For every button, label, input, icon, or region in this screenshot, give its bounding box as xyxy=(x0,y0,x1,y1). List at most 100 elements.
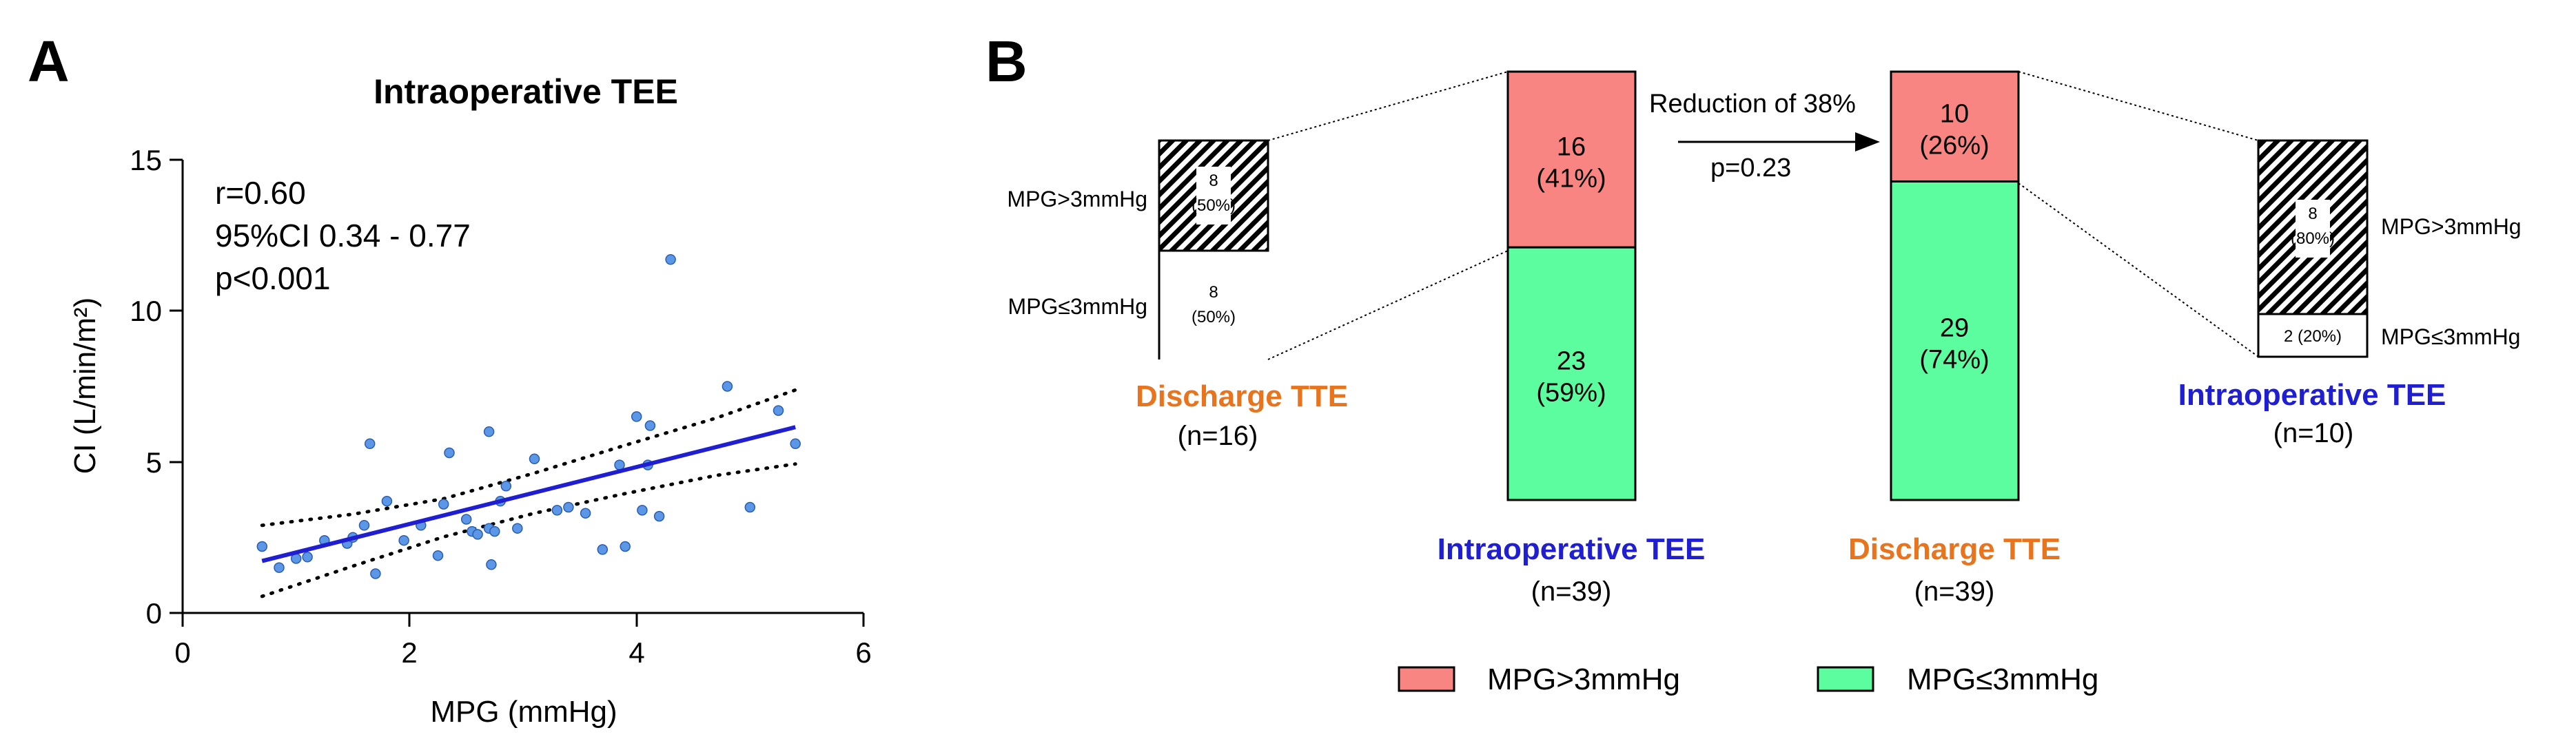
bar-intraop-le3-segment xyxy=(1506,246,1637,501)
x-tick-label: 4 xyxy=(628,636,644,669)
bar-intraop-gt3-segment xyxy=(1506,70,1637,249)
legend: MPG>3mmHg MPG≤3mmHg xyxy=(1398,663,2098,696)
scatter-point xyxy=(302,552,313,563)
x-tick-label: 2 xyxy=(401,636,417,669)
bar-intraop-gt3-count: 16 xyxy=(1557,133,1586,162)
right-inset-label-bg xyxy=(2296,200,2330,258)
scatter-point xyxy=(597,544,609,555)
ci-band-upper xyxy=(260,388,797,528)
left-inset-gt3-pct: (50%) xyxy=(1192,196,1236,215)
reduction-arrow-head xyxy=(1855,132,1880,152)
left-inset: 8 (50%) 8 (50%) MPG>3mmHg MPG≤3mmHg Disc… xyxy=(1007,71,1509,451)
scatter-point xyxy=(637,505,648,516)
scatter-point xyxy=(444,447,455,459)
scatter-point xyxy=(432,550,444,561)
right-inset-leader-top xyxy=(2018,71,2259,141)
left-inset-leader-top xyxy=(1267,71,1509,141)
x-tick-label: 6 xyxy=(855,636,871,669)
scatter-point xyxy=(483,426,495,437)
scatter-point xyxy=(370,568,381,579)
right-inset-gt3-label: MPG>3mmHg xyxy=(2381,214,2522,239)
left-inset-leader-bottom xyxy=(1267,250,1509,360)
scatter-point xyxy=(529,453,540,465)
right-inset-caption: Intraoperative TEE xyxy=(2178,378,2446,412)
scatter-point xyxy=(472,529,483,540)
legend-label-gt3: MPG>3mmHg xyxy=(1487,663,1680,696)
panel-b-letter: B xyxy=(985,29,1028,94)
bar-discharge-n: (n=39) xyxy=(1914,576,1995,607)
scatter-point xyxy=(653,510,665,522)
bar-discharge-gt3-count: 10 xyxy=(1940,100,1969,129)
panel-a-title: Intraoperative TEE xyxy=(374,72,678,111)
scatter-points xyxy=(256,254,801,579)
right-inset-n: (n=10) xyxy=(2273,418,2354,448)
left-inset-le3-count: 8 xyxy=(1209,283,1218,302)
ci-band-lower xyxy=(260,462,797,598)
scatter-point xyxy=(256,541,268,552)
left-inset-gt3-label: MPG>3mmHg xyxy=(1007,187,1147,211)
y-tick-label: 0 xyxy=(146,597,162,629)
scatter-point xyxy=(364,438,376,450)
y-tick-label: 15 xyxy=(130,144,162,176)
y-axis-label: CI (L/min/m²) xyxy=(68,298,102,475)
left-inset-caption: Discharge TTE xyxy=(1136,379,1348,413)
right-inset-gt3-pct: (80%) xyxy=(2291,229,2335,248)
bar-intraop-gt3-pct: (41%) xyxy=(1536,165,1606,194)
scatter-point xyxy=(744,501,756,513)
bar-intraop-n: (n=39) xyxy=(1531,576,1612,607)
bar-intraop-caption: Intraoperative TEE xyxy=(1438,532,1706,566)
bar-intraop-le3-pct: (59%) xyxy=(1536,379,1606,408)
scatter-point xyxy=(644,420,656,431)
x-axis-label: MPG (mmHg) xyxy=(430,695,617,729)
x-tick-label: 0 xyxy=(174,636,190,669)
y-tick-label: 5 xyxy=(146,446,162,479)
scatter-point xyxy=(790,438,801,450)
legend-swatch-gt3 xyxy=(1398,666,1455,692)
scatter-point xyxy=(665,254,676,265)
scatter-point xyxy=(274,562,285,573)
left-inset-label-bg xyxy=(1196,167,1231,225)
legend-label-le3: MPG≤3mmHg xyxy=(1907,663,2098,696)
bar-discharge-gt3-segment xyxy=(1890,70,2020,183)
stat-p: p<0.001 xyxy=(215,260,331,296)
scatter-point xyxy=(580,508,591,519)
bar-intraop-le3-count: 23 xyxy=(1557,347,1586,376)
stat-ci: 95%CI 0.34 - 0.77 xyxy=(215,218,471,253)
ci-upper-line xyxy=(260,388,797,528)
bar-discharge-le3-count: 29 xyxy=(1940,314,1969,343)
left-inset-gt3-count: 8 xyxy=(1209,171,1218,190)
scatter-point xyxy=(620,541,631,552)
scatter-point xyxy=(551,505,563,516)
scatter-point xyxy=(381,495,393,507)
left-inset-n: (n=16) xyxy=(1178,421,1258,451)
right-inset: 8 (80%) 2 (20%) MPG>3mmHg MPG≤3mmHg Intr… xyxy=(2018,71,2522,448)
scatter-point xyxy=(631,411,642,422)
left-inset-le3-pct: (50%) xyxy=(1192,308,1236,326)
ci-lower-line xyxy=(260,462,797,598)
scatter-point xyxy=(512,523,523,534)
stat-r: r=0.60 xyxy=(215,175,306,211)
scatter-point xyxy=(486,559,497,570)
bar-discharge-le3-segment xyxy=(1890,180,2020,501)
regression-line xyxy=(261,425,796,563)
scatter-point xyxy=(358,520,370,531)
left-inset-le3-label: MPG≤3mmHg xyxy=(1008,294,1147,319)
legend-swatch-le3 xyxy=(1817,666,1874,692)
bar-discharge-le3-pct: (74%) xyxy=(1919,346,1989,375)
scatter-point xyxy=(438,499,449,510)
p-value-annotation: p=0.23 xyxy=(1710,154,1791,183)
right-inset-gt3-count: 8 xyxy=(2308,205,2317,223)
main-stacked-bars: 16 (41%) 23 (59%) 10 (26%) 29 (74%) xyxy=(1506,70,2020,501)
scatter-point xyxy=(489,525,500,537)
panel-a-plot: 0 5 10 15 0 2 4 6 MPG (mmHg) CI (L/min/m… xyxy=(68,144,872,729)
scatter-point xyxy=(460,514,472,525)
scatter-point xyxy=(773,405,784,416)
scatter-point xyxy=(500,481,512,492)
right-inset-le3-label: MPG≤3mmHg xyxy=(2381,324,2520,349)
panel-a-letter: A xyxy=(28,29,70,94)
bar-discharge-gt3-pct: (26%) xyxy=(1919,132,1989,160)
right-inset-le3-text: 2 (20%) xyxy=(2284,327,2342,346)
bar-discharge-caption: Discharge TTE xyxy=(1848,532,2061,566)
scatter-point xyxy=(398,534,409,546)
